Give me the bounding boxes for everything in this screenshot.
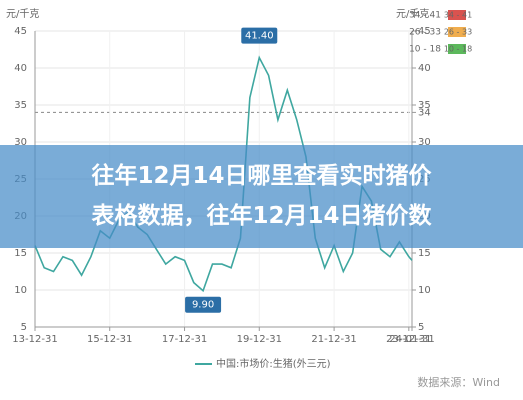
y2-axis-label: 元/千克 — [396, 8, 429, 20]
y2-tick-label: 45 — [418, 26, 431, 37]
y-tick-label: 5 — [21, 322, 27, 333]
banner-line: 表格数据，往年12月14日猪价数 — [91, 203, 432, 229]
annotation-box — [185, 296, 222, 313]
source: 数据来源：Wind — [417, 375, 500, 389]
legend-label: 34 - 41 — [409, 11, 441, 21]
legend-label: 26 - 33 — [444, 28, 472, 37]
legend-label: 34 - 41 — [444, 11, 472, 20]
y2-tick-label: 15 — [418, 248, 431, 259]
y-tick-label: 30 — [14, 137, 27, 148]
legend-swatch — [448, 10, 466, 20]
banner: 往年12月14日哪里查看实时猪价 表格数据，往年12月14日猪价数 — [0, 145, 523, 248]
y-tick-label: 45 — [14, 26, 27, 37]
y2-tick-label: 34 — [418, 107, 431, 118]
x-tick-label: 19-12-31 — [237, 334, 282, 345]
x-tick-label: 23-12-31 — [386, 334, 431, 345]
x-tick-label: 21-12-31 — [311, 334, 356, 345]
y2-tick-label: 10 — [418, 285, 431, 296]
x-tick-label: 17-12-31 — [162, 334, 207, 345]
y2-tick-label: 40 — [418, 63, 431, 74]
legend-label: 10 - 18 — [409, 45, 441, 55]
y2-tick-label: 35 — [418, 100, 431, 111]
annotation-label: 41.40 — [245, 31, 274, 42]
y2-tick-label: 30 — [418, 137, 431, 148]
y-tick-label: 15 — [14, 248, 27, 259]
y2-tick-label: 5 — [418, 322, 424, 333]
legend-label: 中国:市场价:生猪(外三元) — [216, 357, 331, 370]
legend-swatch — [448, 44, 466, 54]
annotation-label: 9.90 — [192, 300, 214, 311]
legend-label: 10 - 18 — [444, 45, 472, 54]
legend-swatch — [448, 27, 466, 37]
y-tick-label: 35 — [14, 100, 27, 111]
y-axis-label: 元/千克 — [6, 8, 39, 20]
y-tick-label: 10 — [14, 285, 27, 296]
x-tick-label: 24-01-31 — [389, 334, 434, 345]
x-tick-label: 15-12-31 — [87, 334, 132, 345]
legend-label: 26 - 33 — [409, 28, 441, 38]
x-tick-label: 13-12-31 — [12, 334, 57, 345]
y-tick-label: 40 — [14, 63, 27, 74]
annotation-box — [241, 27, 278, 44]
banner-line: 往年12月14日哪里查看实时猪价 — [91, 163, 432, 189]
